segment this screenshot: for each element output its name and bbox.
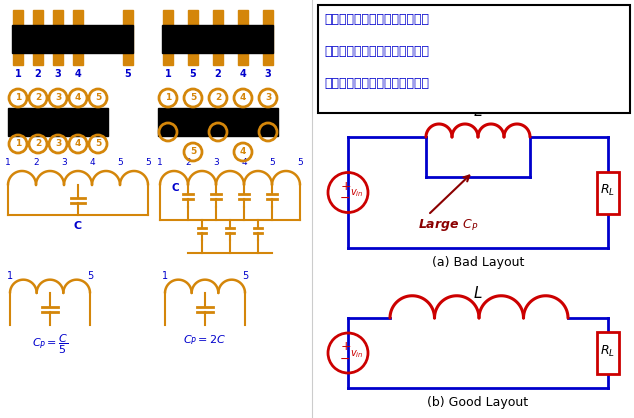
Text: $v_{in}$: $v_{in}$ bbox=[350, 188, 363, 199]
Text: L: L bbox=[474, 104, 482, 119]
Text: 2: 2 bbox=[35, 69, 41, 79]
Text: 4: 4 bbox=[241, 158, 247, 167]
Text: 1: 1 bbox=[7, 271, 13, 281]
Bar bbox=[597, 171, 619, 214]
Text: 电源步板基本要点之二：电感的: 电源步板基本要点之二：电感的 bbox=[324, 13, 429, 26]
Bar bbox=[13, 10, 23, 65]
Text: 4: 4 bbox=[240, 94, 246, 102]
Text: 2: 2 bbox=[215, 127, 221, 137]
Text: 3: 3 bbox=[265, 127, 271, 137]
Text: 1: 1 bbox=[162, 271, 168, 281]
Bar bbox=[597, 332, 619, 374]
Text: 2: 2 bbox=[215, 69, 221, 79]
Text: 4: 4 bbox=[240, 69, 247, 79]
Text: 4: 4 bbox=[89, 158, 95, 167]
Bar bbox=[123, 10, 133, 65]
Text: 3: 3 bbox=[213, 158, 219, 167]
Text: 1: 1 bbox=[157, 158, 163, 167]
Text: 5: 5 bbox=[117, 158, 123, 167]
Text: 5: 5 bbox=[190, 69, 197, 79]
Text: −: − bbox=[340, 192, 350, 205]
Text: 1: 1 bbox=[165, 127, 171, 137]
Text: 电感引脚之间的距离越远越好。: 电感引脚之间的距离越远越好。 bbox=[324, 77, 429, 90]
Text: Large $C_P$: Large $C_P$ bbox=[418, 217, 478, 233]
Text: 3: 3 bbox=[55, 69, 61, 79]
Bar bbox=[158, 108, 278, 136]
Bar bbox=[238, 10, 248, 65]
Text: 5: 5 bbox=[125, 69, 131, 79]
Text: 4: 4 bbox=[240, 148, 246, 156]
Text: 1: 1 bbox=[5, 158, 11, 167]
Bar bbox=[263, 10, 273, 65]
Text: (a) Bad Layout: (a) Bad Layout bbox=[432, 256, 524, 269]
Bar bbox=[318, 5, 630, 113]
Bar bbox=[8, 108, 108, 136]
Text: L: L bbox=[474, 286, 482, 301]
Text: 2: 2 bbox=[215, 94, 221, 102]
Text: 5: 5 bbox=[95, 94, 101, 102]
Text: $R_L$: $R_L$ bbox=[600, 344, 616, 359]
Text: 4: 4 bbox=[75, 69, 81, 79]
Text: +: + bbox=[340, 180, 351, 193]
Text: C: C bbox=[74, 221, 82, 231]
Text: 5: 5 bbox=[269, 158, 275, 167]
Text: 寄生串联电容量应该尽量减小。: 寄生串联电容量应该尽量减小。 bbox=[324, 45, 429, 58]
Text: 2: 2 bbox=[35, 140, 41, 148]
Text: +: + bbox=[340, 341, 351, 354]
Text: 3: 3 bbox=[55, 140, 61, 148]
Bar bbox=[213, 10, 223, 65]
Text: 5: 5 bbox=[190, 94, 196, 102]
Text: 2: 2 bbox=[33, 158, 39, 167]
Text: 1: 1 bbox=[165, 69, 171, 79]
Text: 4: 4 bbox=[75, 94, 81, 102]
Text: 3: 3 bbox=[55, 94, 61, 102]
Bar bbox=[33, 10, 43, 65]
Text: 1: 1 bbox=[15, 140, 21, 148]
Bar bbox=[188, 10, 198, 65]
Text: 4: 4 bbox=[75, 140, 81, 148]
Text: $R_L$: $R_L$ bbox=[600, 183, 616, 198]
Text: (b) Good Layout: (b) Good Layout bbox=[427, 396, 529, 409]
Text: 5: 5 bbox=[95, 140, 101, 148]
Text: 5: 5 bbox=[242, 271, 248, 281]
Text: 5: 5 bbox=[297, 158, 303, 167]
Bar bbox=[12, 25, 133, 53]
Text: 5: 5 bbox=[87, 271, 93, 281]
Text: 3: 3 bbox=[265, 94, 271, 102]
Text: $C_P = \dfrac{C}{5}$: $C_P = \dfrac{C}{5}$ bbox=[32, 333, 68, 357]
Bar bbox=[53, 10, 63, 65]
Bar bbox=[162, 25, 273, 53]
Text: $v_{in}$: $v_{in}$ bbox=[350, 348, 363, 360]
Bar bbox=[163, 10, 173, 65]
Bar bbox=[73, 10, 83, 65]
Text: −: − bbox=[340, 352, 350, 365]
Text: 1: 1 bbox=[165, 94, 171, 102]
Text: 3: 3 bbox=[264, 69, 271, 79]
Text: 1: 1 bbox=[15, 69, 22, 79]
Text: 1: 1 bbox=[15, 94, 21, 102]
Text: C: C bbox=[171, 183, 179, 193]
Text: 5: 5 bbox=[190, 148, 196, 156]
Text: 3: 3 bbox=[61, 158, 67, 167]
Text: 2: 2 bbox=[35, 94, 41, 102]
Text: $C_P = 2C$: $C_P = 2C$ bbox=[183, 333, 226, 347]
Text: 2: 2 bbox=[185, 158, 191, 167]
Text: 5: 5 bbox=[145, 158, 151, 167]
